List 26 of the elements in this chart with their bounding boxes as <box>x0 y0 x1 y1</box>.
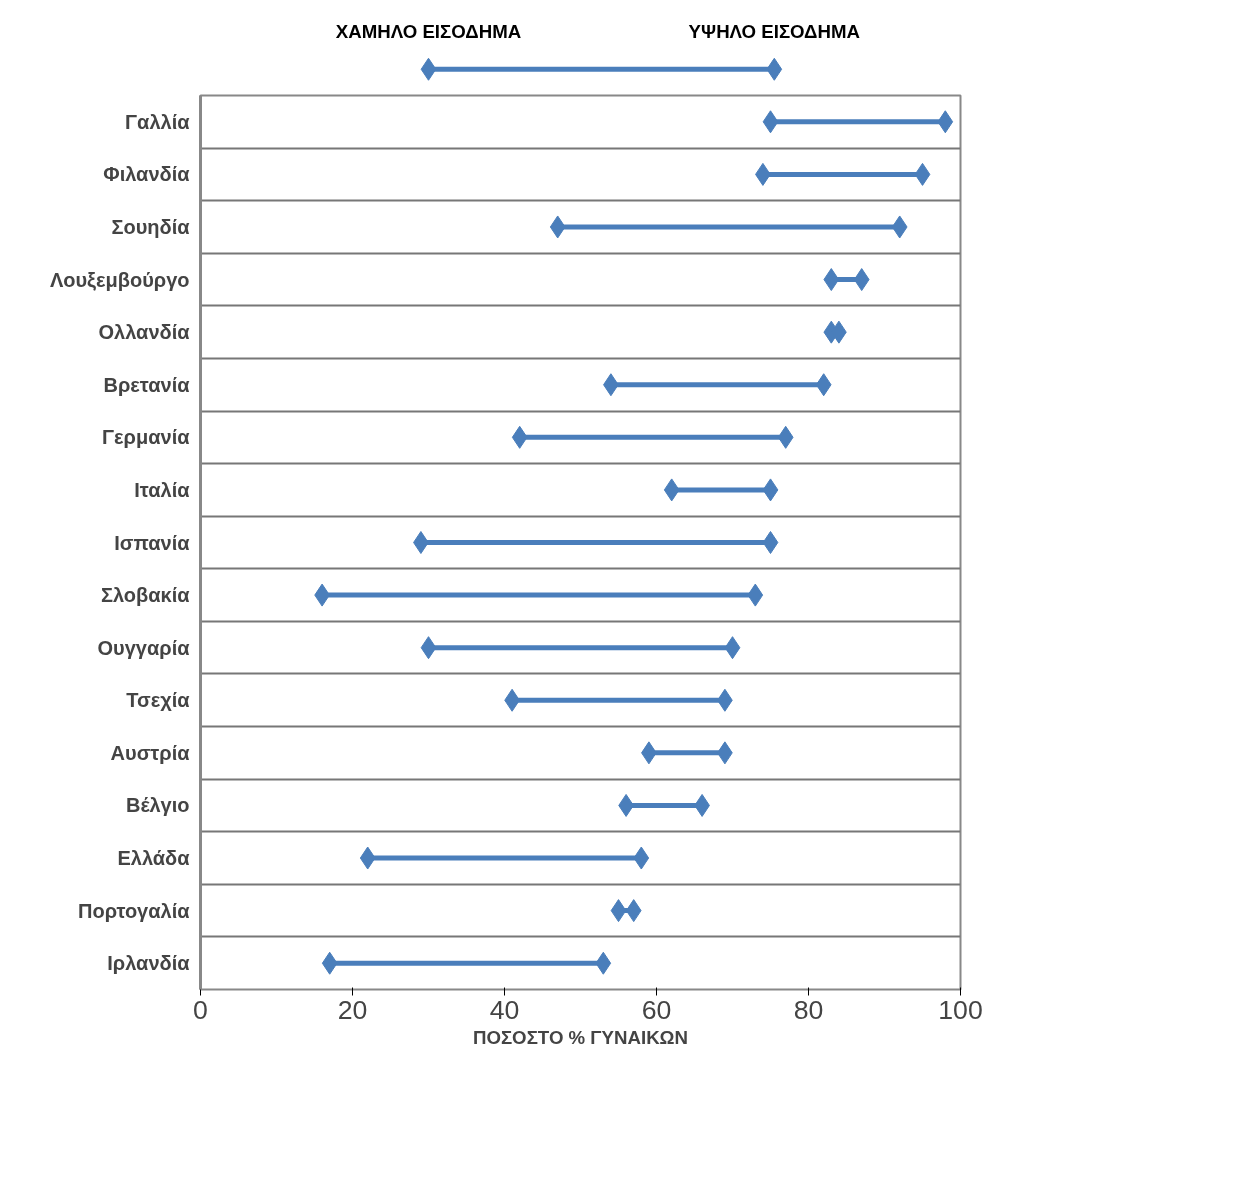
y-tick-label: Βρετανία <box>103 373 191 396</box>
y-tick-label: Ελλάδα <box>117 847 191 870</box>
x-tick-label: 20 <box>337 994 368 1025</box>
y-tick-label: Πορτογαλία <box>78 899 191 922</box>
x-tick-label: 100 <box>938 994 983 1025</box>
x-tick-label: 0 <box>193 994 208 1025</box>
y-tick-label: Ιρλανδία <box>107 952 191 975</box>
y-tick-label: Βέλγιο <box>126 794 190 817</box>
y-tick-label: Αυστρία <box>110 741 191 764</box>
y-tick-label: Ισπανία <box>114 531 191 554</box>
y-tick-label: Λουξεμβούργο <box>49 268 190 291</box>
y-tick-label: Σλοβακία <box>100 584 191 607</box>
y-tick-label: Φιλανδία <box>103 163 191 186</box>
text: ΧΑΜΗΛΟ ΕΙΣΟΔΗΜΑ <box>335 20 522 42</box>
y-tick-label: Γαλλία <box>125 110 191 133</box>
x-tick-label: 40 <box>489 994 520 1025</box>
x-axis-title: ΠΟΣΟΣΤΟ % ΓΥΝΑΙΚΩΝ <box>472 1026 689 1048</box>
y-tick-label: Ουγγαρία <box>97 636 191 659</box>
y-tick-label: Γερμανία <box>102 426 191 449</box>
y-tick-label: Τσεχία <box>126 689 191 712</box>
x-tick-label: 60 <box>641 994 672 1025</box>
y-tick-label: Ολλανδία <box>98 321 191 344</box>
text: ΥΨΗΛΟ ΕΙΣΟΔΗΜΑ <box>688 20 860 42</box>
x-tick-label: 80 <box>793 994 824 1025</box>
y-tick-label: Ιταλία <box>134 478 191 501</box>
y-tick-label: Σουηδία <box>111 215 191 238</box>
